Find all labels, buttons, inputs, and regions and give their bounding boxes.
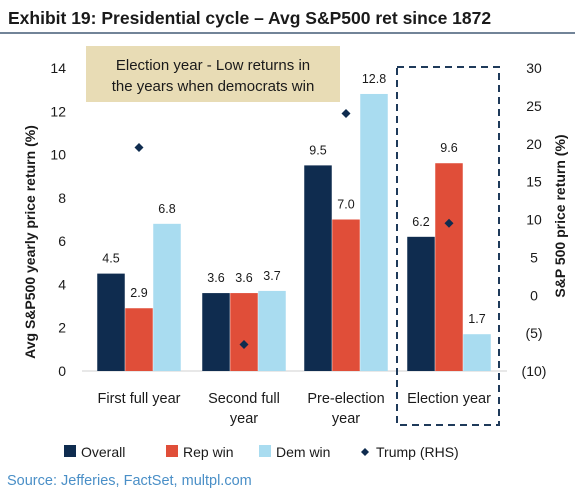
left-axis-tick-label: 10	[50, 147, 66, 163]
data-label: 6.8	[158, 202, 175, 216]
election-year-highlight-box	[396, 66, 500, 426]
bar-rep-win	[332, 219, 360, 371]
data-label: 9.5	[309, 143, 326, 157]
right-axis-tick-label: 0	[530, 287, 538, 303]
bar-overall	[97, 273, 125, 371]
legend-label: Overall	[81, 444, 125, 460]
right-axis-tick-label: 20	[526, 136, 542, 152]
left-axis-tick-label: 0	[58, 363, 66, 379]
annotation-text: Election year - Low returns in	[116, 57, 310, 74]
right-axis-title: S&P 500 price return (%)	[552, 134, 568, 297]
data-label: 2.9	[130, 286, 147, 300]
bar-dem-win	[258, 290, 286, 371]
bar-overall	[304, 165, 332, 371]
legend-label: Dem win	[276, 444, 330, 460]
category-label: Pre-election	[307, 391, 384, 407]
data-label: 7.0	[337, 198, 354, 212]
left-axis-tick-label: 6	[58, 233, 66, 249]
data-label: 9.6	[440, 141, 457, 155]
bar-overall	[202, 293, 230, 371]
right-axis-tick-label: 10	[526, 212, 542, 228]
legend-swatch-trump-rhs-	[361, 448, 369, 456]
trump-marker	[134, 143, 144, 153]
trump-marker	[239, 339, 249, 349]
data-label: 3.6	[235, 271, 252, 285]
bar-rep-win	[125, 308, 153, 371]
chart-title: Exhibit 19: Presidential cycle – Avg S&P…	[8, 8, 491, 28]
data-label: 4.5	[102, 252, 119, 266]
bar-rep-win	[230, 293, 258, 371]
data-label: 1.7	[468, 312, 485, 326]
left-axis-tick-label: 4	[58, 276, 66, 292]
right-axis-tick-label: (10)	[522, 363, 547, 379]
legend-swatch-dem-win	[259, 445, 271, 457]
category-label: Election year	[407, 391, 491, 407]
category-label: Second full	[208, 391, 280, 407]
right-axis-tick-label: 15	[526, 174, 542, 190]
data-label: 3.7	[263, 269, 280, 283]
right-axis-tick-label: (5)	[525, 325, 542, 341]
left-axis-title: Avg S&P500 yearly price return (%)	[22, 125, 38, 359]
trump-marker	[341, 108, 351, 118]
bar-rep-win	[435, 163, 463, 371]
category-label: First full year	[98, 391, 181, 407]
bar-dem-win	[153, 223, 181, 371]
legend-label: Trump (RHS)	[376, 444, 459, 460]
legend-swatch-overall	[64, 445, 76, 457]
bar-overall	[407, 236, 435, 371]
trump-marker	[444, 218, 454, 228]
right-axis-tick-label: 5	[530, 249, 538, 265]
bar-dem-win	[360, 93, 388, 371]
data-label: 12.8	[362, 72, 386, 86]
annotation-box	[86, 46, 340, 102]
left-axis-tick-label: 2	[58, 320, 66, 336]
legend-swatch-rep-win	[166, 445, 178, 457]
left-axis-tick-label: 12	[50, 103, 66, 119]
bar-dem-win	[463, 334, 491, 371]
category-label: year	[230, 411, 258, 427]
data-label: 3.6	[207, 271, 224, 285]
data-label: 6.2	[412, 215, 429, 229]
left-axis-tick-label: 14	[50, 60, 66, 76]
source-note: Source: Jefferies, FactSet, multpl.com	[7, 473, 252, 489]
left-axis-tick-label: 8	[58, 190, 66, 206]
right-axis-tick-label: 30	[526, 60, 542, 76]
right-axis-tick-label: 25	[526, 98, 542, 114]
legend-label: Rep win	[183, 444, 234, 460]
annotation-text: the years when democrats win	[112, 78, 315, 95]
category-label: year	[332, 411, 360, 427]
